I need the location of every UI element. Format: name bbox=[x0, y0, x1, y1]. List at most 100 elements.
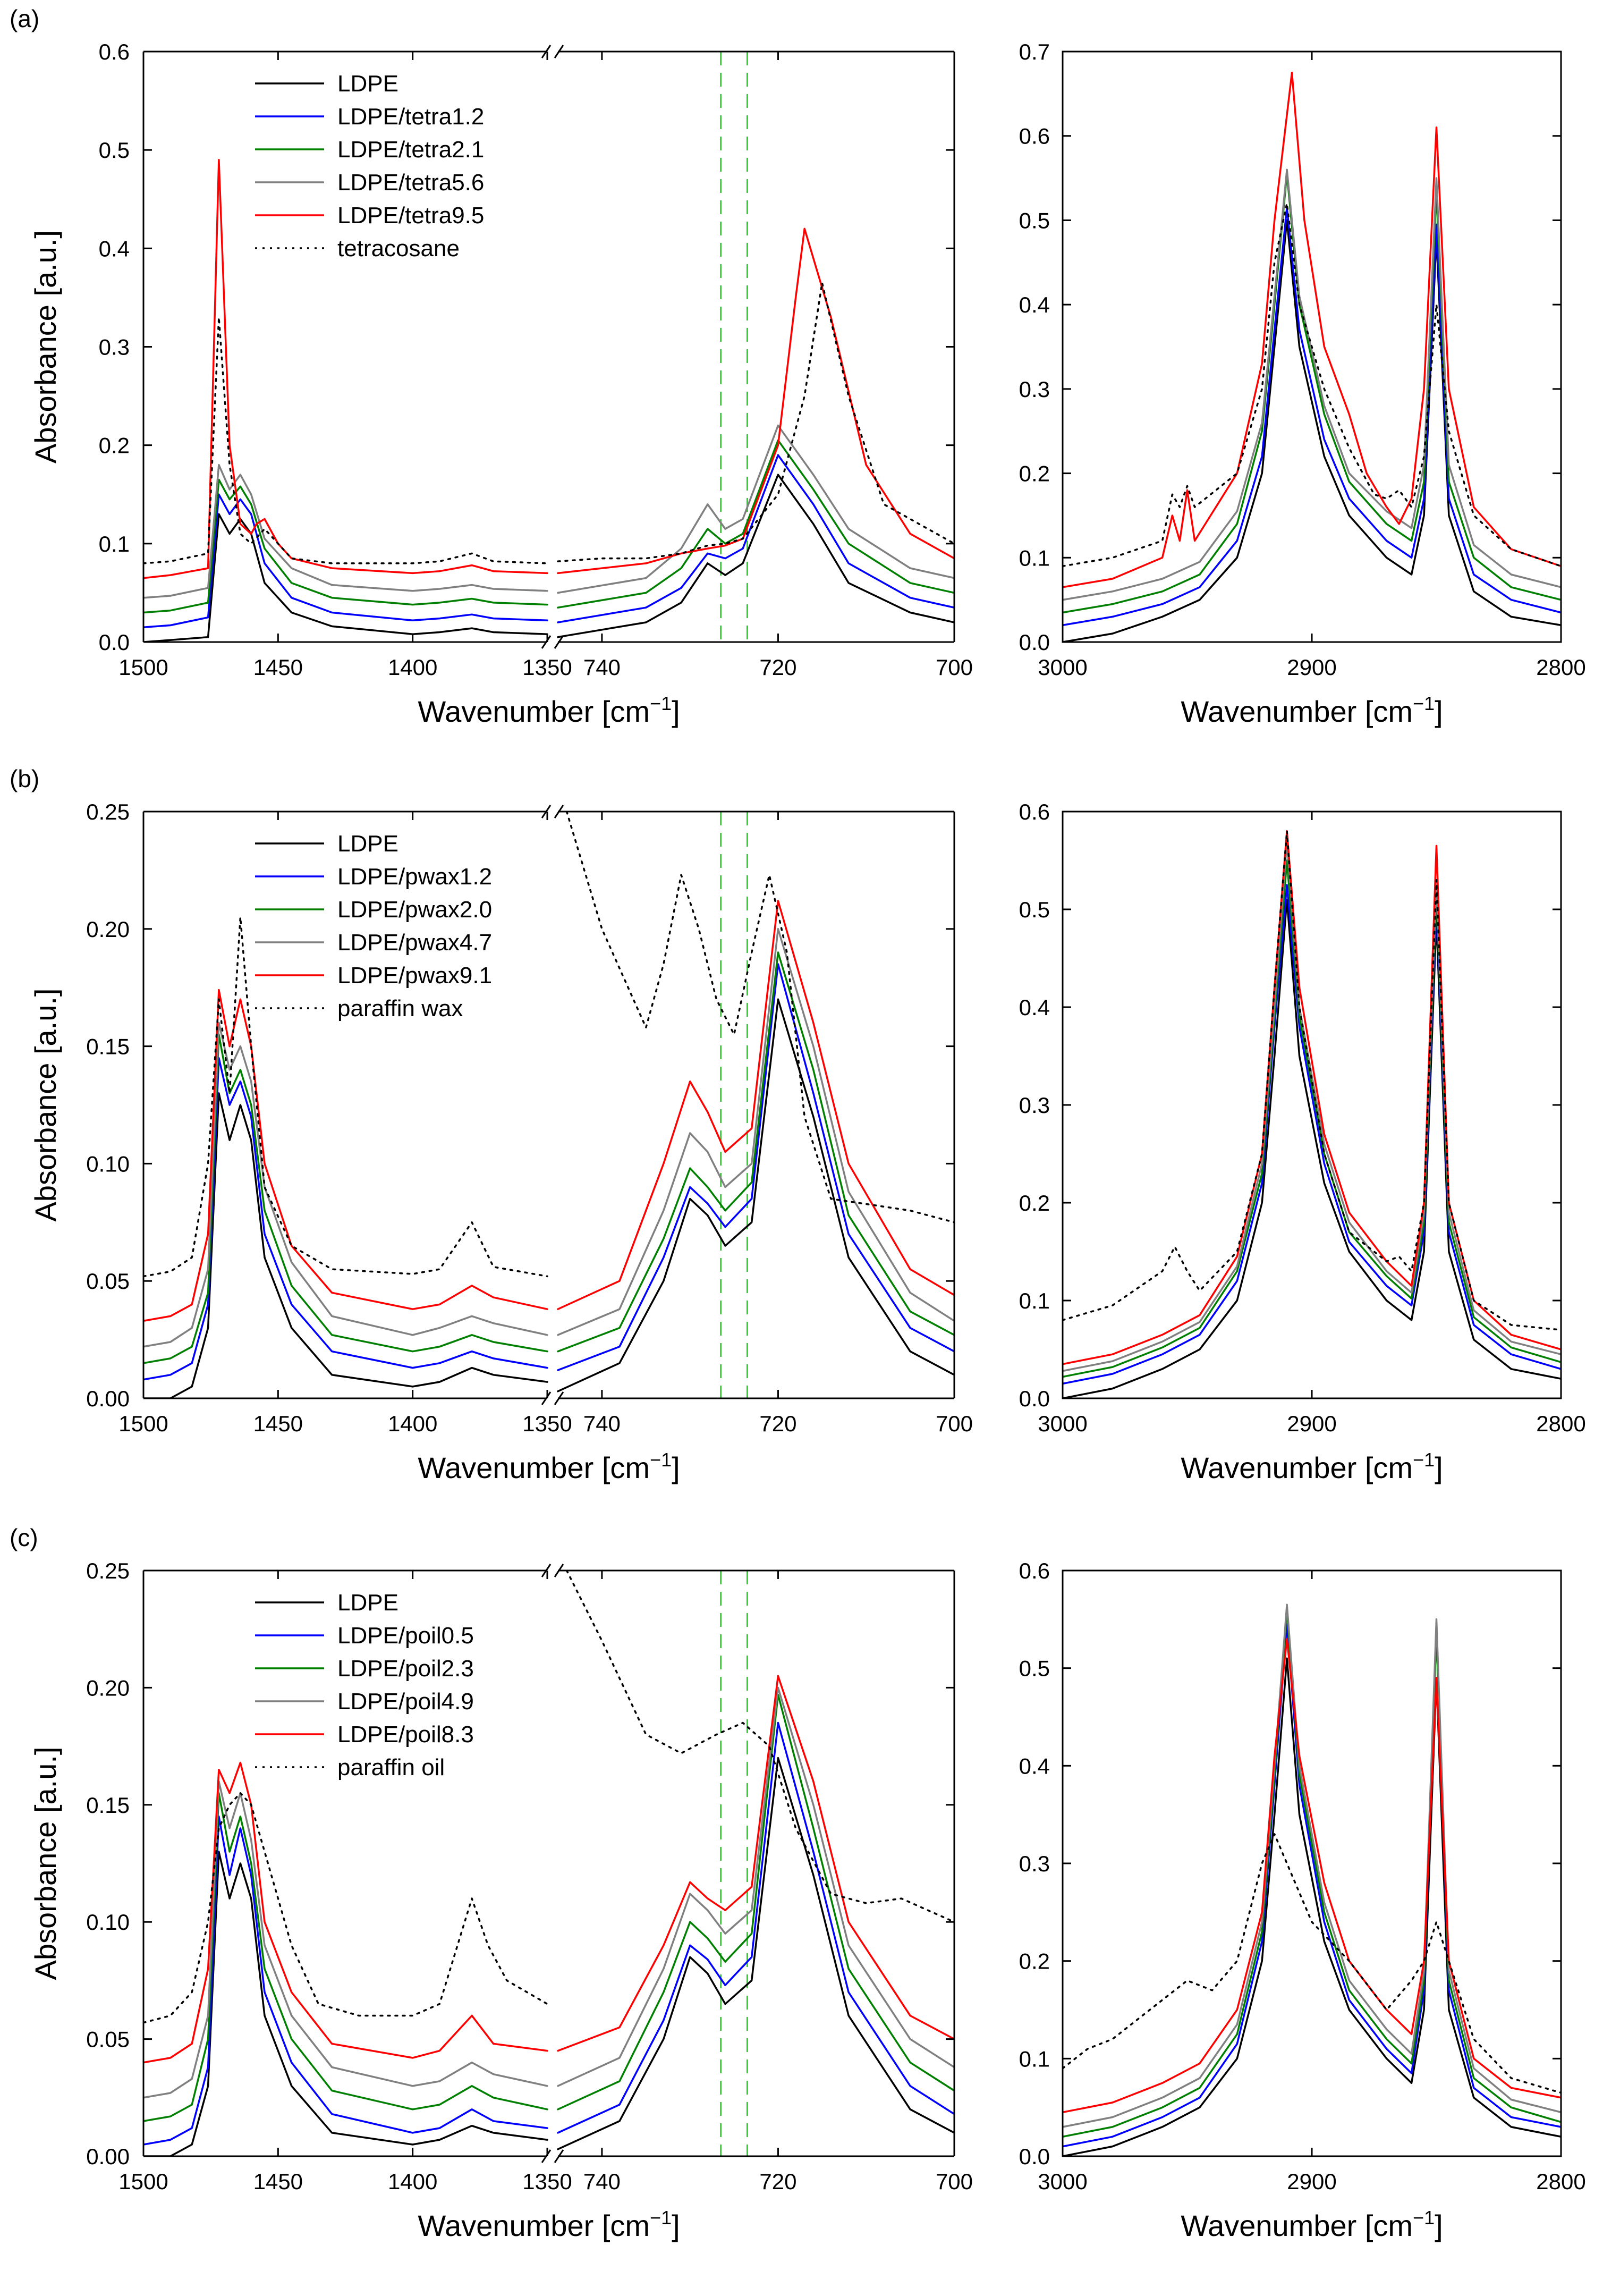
series-line-ldpe-poil2-3 bbox=[557, 1693, 954, 2111]
x-tick-label: 1500 bbox=[118, 2169, 168, 2194]
legend-label: LDPE/tetra1.2 bbox=[337, 104, 484, 130]
y-tick-label: 0.7 bbox=[1019, 39, 1050, 64]
series-line-ldpe-pwax9-1 bbox=[557, 900, 954, 1310]
x-tick-label: 1350 bbox=[522, 655, 572, 680]
x-tick-label: 720 bbox=[759, 1411, 796, 1436]
x-axis-label: Wavenumber [cm−1] bbox=[1181, 1449, 1443, 1484]
y-tick-label: 0.05 bbox=[86, 2027, 130, 2052]
series-line-ldpe-pwax4-7 bbox=[143, 1022, 548, 1348]
y-tick-label: 0.4 bbox=[1019, 1753, 1050, 1778]
x-tick-label: 1400 bbox=[388, 2169, 437, 2194]
series-line-ldpe bbox=[557, 1757, 954, 2150]
panel-2: (b) 0.00 0.05 0.10 0.15 0.20 0.25 1500 1450 1400 1… bbox=[10, 765, 1586, 1484]
series-line-ldpe bbox=[557, 998, 954, 1392]
y-tick-label: 0.1 bbox=[1019, 1288, 1050, 1313]
series-line-ldpe-pwax9-1 bbox=[1063, 830, 1561, 1365]
plot-frame bbox=[1062, 811, 1562, 1399]
x-axis-label-end: ] bbox=[672, 1451, 680, 1484]
y-tick-label: 0.4 bbox=[1019, 292, 1050, 317]
axis-break-mark bbox=[541, 635, 552, 649]
series-line-ldpe bbox=[1063, 1657, 1561, 2156]
series-line-paraffin-oil bbox=[1063, 1833, 1561, 2094]
panel-label: (b) bbox=[10, 765, 39, 792]
series-line-ldpe-tetra5-6 bbox=[1063, 168, 1561, 601]
x-tick-label: 1400 bbox=[388, 655, 437, 680]
series-line-ldpe bbox=[143, 1851, 548, 2156]
legend-label: LDPE/tetra5.6 bbox=[337, 170, 484, 196]
y-axis-label: Absorbance [a.u.] bbox=[29, 1747, 62, 1980]
x-tick-label: 2900 bbox=[1287, 1411, 1336, 1436]
right-plot: 0.0 0.1 0.2 0.3 0.4 0.5 0.6 3000 2900 2800 Wavenum… bbox=[1019, 799, 1586, 1484]
y-tick-label: 0.10 bbox=[86, 1910, 130, 1935]
y-tick-label: 0.0 bbox=[99, 630, 130, 655]
y-tick-label: 0.6 bbox=[1019, 124, 1050, 149]
y-tick-label: 0.3 bbox=[99, 335, 130, 360]
series-line-ldpe-poil8-3 bbox=[143, 1761, 548, 2064]
y-tick-label: 0.3 bbox=[1019, 377, 1050, 402]
series-line-ldpe-pwax2-0 bbox=[1063, 859, 1561, 1378]
axis-break-mark bbox=[554, 45, 564, 58]
series-line-ldpe-pwax1-2 bbox=[1063, 884, 1561, 1385]
legend-label: LDPE bbox=[337, 71, 398, 97]
x-tick-label: 1350 bbox=[522, 1411, 572, 1436]
axis-break-mark bbox=[541, 1564, 552, 1577]
y-tick-label: 0.20 bbox=[86, 917, 130, 942]
right-series bbox=[1063, 71, 1561, 642]
x-axis-label-sup: −1 bbox=[1413, 693, 1435, 714]
axis-break-mark bbox=[541, 2149, 552, 2163]
y-axis-label: Absorbance [a.u.] bbox=[29, 989, 62, 1222]
x-tick-label: 1500 bbox=[118, 655, 168, 680]
x-axis-label-sup: −1 bbox=[650, 693, 672, 714]
y-tick-label: 0.1 bbox=[99, 531, 130, 556]
legend-label: LDPE/pwax2.0 bbox=[337, 897, 492, 923]
x-axis-label-end: ] bbox=[672, 2209, 680, 2242]
series-line-paraffin-oil bbox=[143, 1792, 548, 2024]
x-tick-label: 2800 bbox=[1536, 1411, 1585, 1436]
legend-label: LDPE/poil0.5 bbox=[337, 1623, 474, 1649]
x-axis-label: Wavenumber [cm−1] bbox=[1181, 2207, 1443, 2242]
legend-label: LDPE/pwax4.7 bbox=[337, 930, 492, 956]
series-line-ldpe-tetra2-1 bbox=[557, 439, 954, 609]
left-series bbox=[143, 158, 954, 642]
y-tick-label: 0.0 bbox=[1019, 1386, 1050, 1411]
x-axis-label-main: Wavenumber [cm bbox=[418, 2209, 650, 2242]
left-plot: 0.0 0.1 0.2 0.3 0.4 0.5 0.6 1500 1450 1400 1350 740… bbox=[29, 39, 973, 728]
series-line-ldpe-pwax9-1 bbox=[143, 989, 548, 1322]
y-tick-label: 0.5 bbox=[99, 138, 130, 163]
y-tick-label: 0.00 bbox=[86, 1386, 130, 1411]
y-axis-label: Absorbance [a.u.] bbox=[29, 230, 62, 463]
y-tick-label: 0.1 bbox=[1019, 2046, 1050, 2071]
axis-break-mark bbox=[554, 805, 564, 818]
y-tick-label: 0.2 bbox=[1019, 461, 1050, 486]
y-tick-label: 0.00 bbox=[86, 2144, 130, 2169]
series-line-ldpe bbox=[1063, 219, 1561, 642]
legend-label: LDPE/pwax1.2 bbox=[337, 864, 492, 890]
series-line-ldpe bbox=[1063, 898, 1561, 1398]
x-axis-label-main: Wavenumber [cm bbox=[1181, 695, 1413, 728]
y-tick-label: 0.05 bbox=[86, 1269, 130, 1294]
right-plot: 0.0 0.1 0.2 0.3 0.4 0.5 0.6 3000 2900 2800 Wavenum… bbox=[1019, 1558, 1586, 2242]
axis-break-mark bbox=[554, 1564, 564, 1577]
series-line-ldpe-poil0-5 bbox=[1063, 1623, 1561, 2148]
series-line-ldpe-tetra2-1 bbox=[1063, 173, 1561, 614]
legend-label: LDPE/tetra9.5 bbox=[337, 202, 484, 229]
y-tick-label: 0.10 bbox=[86, 1151, 130, 1176]
axis-break-mark bbox=[554, 2149, 564, 2163]
left-series bbox=[143, 812, 954, 1398]
series-line-ldpe-poil4-9 bbox=[1063, 1603, 1561, 2128]
x-tick-label: 740 bbox=[583, 1411, 621, 1436]
x-tick-label: 740 bbox=[583, 655, 621, 680]
series-line-ldpe-tetra9-5 bbox=[1063, 71, 1561, 588]
x-axis-label-end: ] bbox=[1435, 1451, 1443, 1484]
x-tick-label: 2900 bbox=[1287, 655, 1336, 680]
legend-label: LDPE bbox=[337, 831, 398, 857]
series-line-ldpe-tetra1-2 bbox=[1063, 206, 1561, 627]
x-tick-label: 1400 bbox=[388, 1411, 437, 1436]
axis-break-mark bbox=[541, 805, 552, 818]
series-line-ldpe-poil2-3 bbox=[1063, 1608, 1561, 2138]
series-line-ldpe-poil8-3 bbox=[557, 1675, 954, 2052]
series-line-ldpe-poil0-5 bbox=[143, 1816, 548, 2146]
x-axis-label: Wavenumber [cm−1] bbox=[418, 2207, 680, 2242]
x-tick-label: 700 bbox=[936, 1411, 973, 1436]
